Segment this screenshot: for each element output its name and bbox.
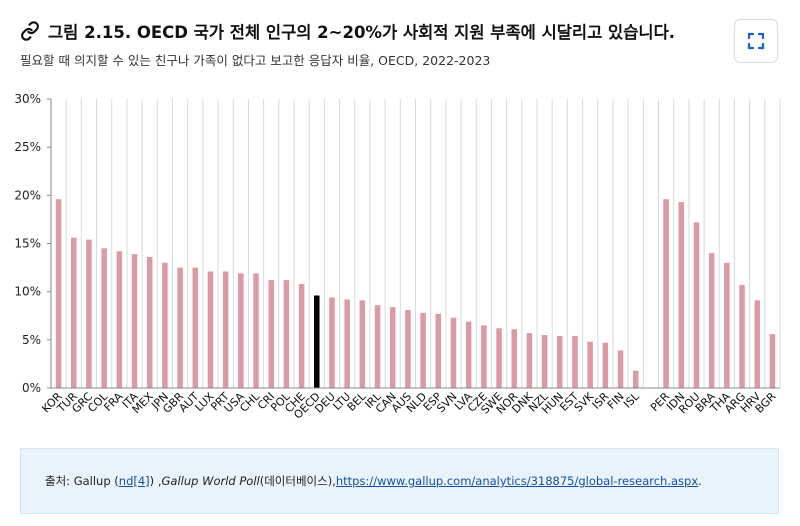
bar-nld: [420, 312, 426, 388]
bar-dnk: [526, 333, 533, 388]
y-tick-label: 5%: [22, 333, 41, 347]
figure-header: 그림 2.15. OECD 국가 전체 인구의 2~20%가 사회적 지원 부족…: [20, 14, 720, 69]
bar-prt: [222, 271, 229, 388]
bar-hun: [557, 335, 563, 388]
bars: [55, 199, 776, 388]
bar-aus: [405, 309, 411, 388]
source-mid: ) ,: [149, 474, 162, 488]
bar-nor: [511, 329, 517, 388]
bar-nzl: [541, 335, 548, 388]
title-row: 그림 2.15. OECD 국가 전체 인구의 2~20%가 사회적 지원 부족…: [20, 14, 720, 48]
bar-grc: [86, 239, 92, 388]
y-tick-labels: 0% 5% 10% 15% 20% 25% 30%: [14, 92, 51, 395]
bar-col: [101, 248, 107, 388]
x-tick-label-isl: ISL: [621, 389, 642, 410]
bar-lux: [207, 271, 214, 388]
bar-cri: [268, 280, 274, 388]
y-tick-label: 15%: [14, 237, 41, 251]
gridlines: [50, 99, 781, 388]
link-icon[interactable]: [20, 21, 40, 41]
bar-oecd: [314, 295, 320, 388]
bar-mex: [146, 256, 153, 388]
y-tick-label: 10%: [14, 285, 41, 299]
bar-che: [298, 283, 305, 388]
bar-irl: [374, 305, 381, 388]
poll-name: Gallup World Poll: [161, 474, 260, 488]
bar-per: [663, 199, 669, 388]
bar-idn: [678, 202, 685, 388]
x-category-labels: KORTURGRCCOLFRAITAMEXJPNGBRAUTLUXPRTUSAC…: [39, 389, 778, 421]
bar-hrv: [754, 300, 760, 388]
bar-pol: [283, 280, 290, 388]
figure-title: 그림 2.15. OECD 국가 전체 인구의 2~20%가 사회적 지원 부족…: [48, 23, 676, 42]
bar-ita: [131, 254, 138, 388]
bar-chl: [253, 273, 259, 388]
figure-subtitle: 필요할 때 의지할 수 있는 친구나 가족이 없다고 보고한 응답자 비율, O…: [20, 53, 491, 68]
bar-svk: [587, 341, 593, 388]
expand-button[interactable]: [734, 19, 778, 63]
bar-svn: [450, 317, 457, 388]
y-tick-label: 20%: [14, 188, 41, 202]
bar-bgr: [769, 334, 776, 388]
expand-icon: [747, 32, 765, 50]
bar-tur: [71, 237, 77, 388]
bar-esp: [435, 313, 442, 388]
source-suffix: .: [698, 474, 702, 488]
bar-aut: [192, 267, 199, 388]
bar-est: [572, 335, 578, 388]
bar-bel: [359, 300, 366, 388]
bar-ltu: [344, 299, 350, 388]
bar-swe: [496, 328, 502, 388]
bar-isr: [602, 342, 609, 388]
bar-bra: [708, 253, 715, 388]
bar-deu: [329, 297, 335, 388]
y-tick-label: 25%: [14, 140, 41, 154]
gallup-url-link[interactable]: https://www.gallup.com/analytics/318875/…: [335, 474, 699, 488]
bar-fra: [116, 251, 123, 388]
bar-lva: [465, 321, 472, 388]
bar-cze: [481, 325, 487, 388]
bar-chart: 0% 5% 10% 15% 20% 25% 30% KORTURGRCCOLFRAITAME…: [14, 92, 781, 422]
source-prefix: 출처: Gallup (: [45, 474, 119, 488]
database-note: (데이터베이스),: [259, 474, 336, 488]
bar-fin: [617, 350, 624, 388]
reference-link[interactable]: nd[4]: [118, 474, 150, 488]
bar-tha: [724, 262, 730, 388]
bar-arg: [739, 284, 745, 388]
bar-gbr: [177, 267, 183, 388]
bar-kor: [55, 199, 62, 388]
bar-rou: [693, 222, 700, 388]
source-note: 출처: Gallup (nd[4]) , Gallup World Poll (…: [20, 448, 779, 514]
bar-jpn: [162, 262, 168, 388]
y-tick-label: 0%: [22, 381, 41, 395]
bar-usa: [238, 273, 244, 388]
y-tick-label: 30%: [14, 92, 41, 106]
bar-can: [389, 307, 396, 388]
bar-isl: [632, 370, 639, 388]
